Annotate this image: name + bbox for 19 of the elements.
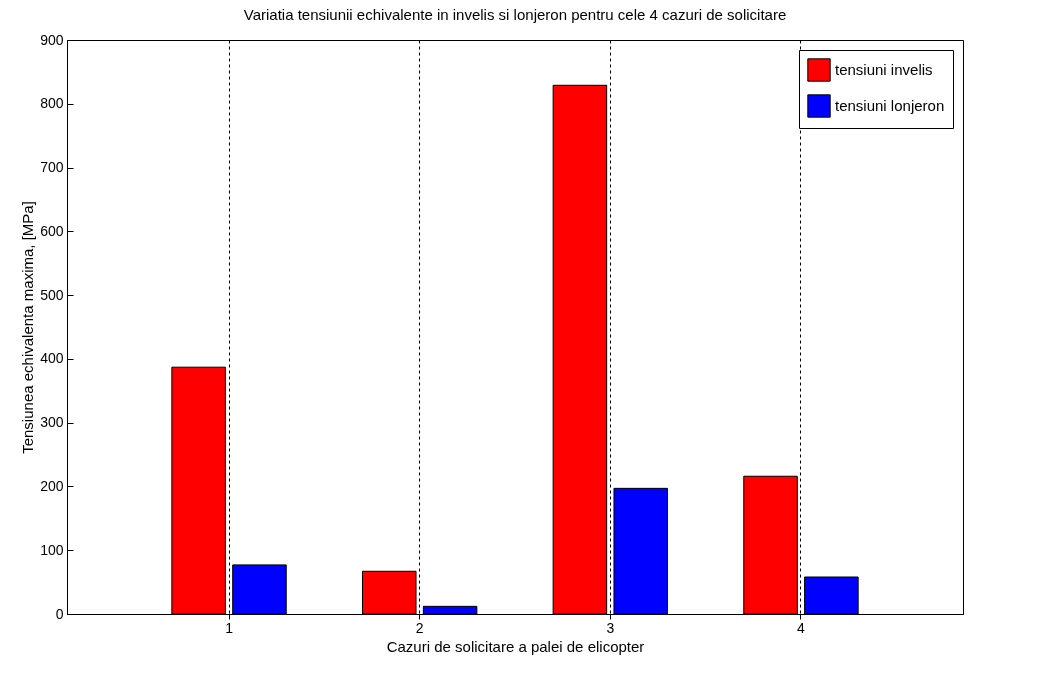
- y-tick-label: 0: [55, 605, 64, 622]
- y-tick-label: 900: [40, 31, 64, 48]
- legend-label: tensiuni invelis: [835, 61, 933, 78]
- y-tick-label: 100: [40, 541, 64, 558]
- y-tick-label: 500: [40, 286, 64, 303]
- y-tick-label: 300: [40, 414, 64, 431]
- x-tick-label: 4: [797, 619, 806, 636]
- x-tick-label: 1: [225, 619, 234, 636]
- chart-title: Variatia tensiunii echivalente in invelis si lonjeron pentru cele 4 cazuri de solicitare: [243, 6, 787, 23]
- x-axis-title: Cazuri de solicitare a palei de elicopter: [386, 637, 645, 655]
- y-tick-label: 400: [40, 350, 64, 367]
- y-axis-title: Tensiunea echivalenta maxima, [MPa]: [19, 201, 37, 454]
- y-tick-label: 700: [40, 159, 64, 176]
- y-tick-label: 800: [40, 95, 64, 112]
- legend-label: tensiuni lonjeron: [835, 97, 945, 114]
- x-tick-label: 2: [415, 619, 424, 636]
- x-tick-label: 3: [606, 619, 615, 636]
- y-tick-label: 200: [40, 477, 64, 494]
- y-tick-label: 600: [40, 222, 64, 239]
